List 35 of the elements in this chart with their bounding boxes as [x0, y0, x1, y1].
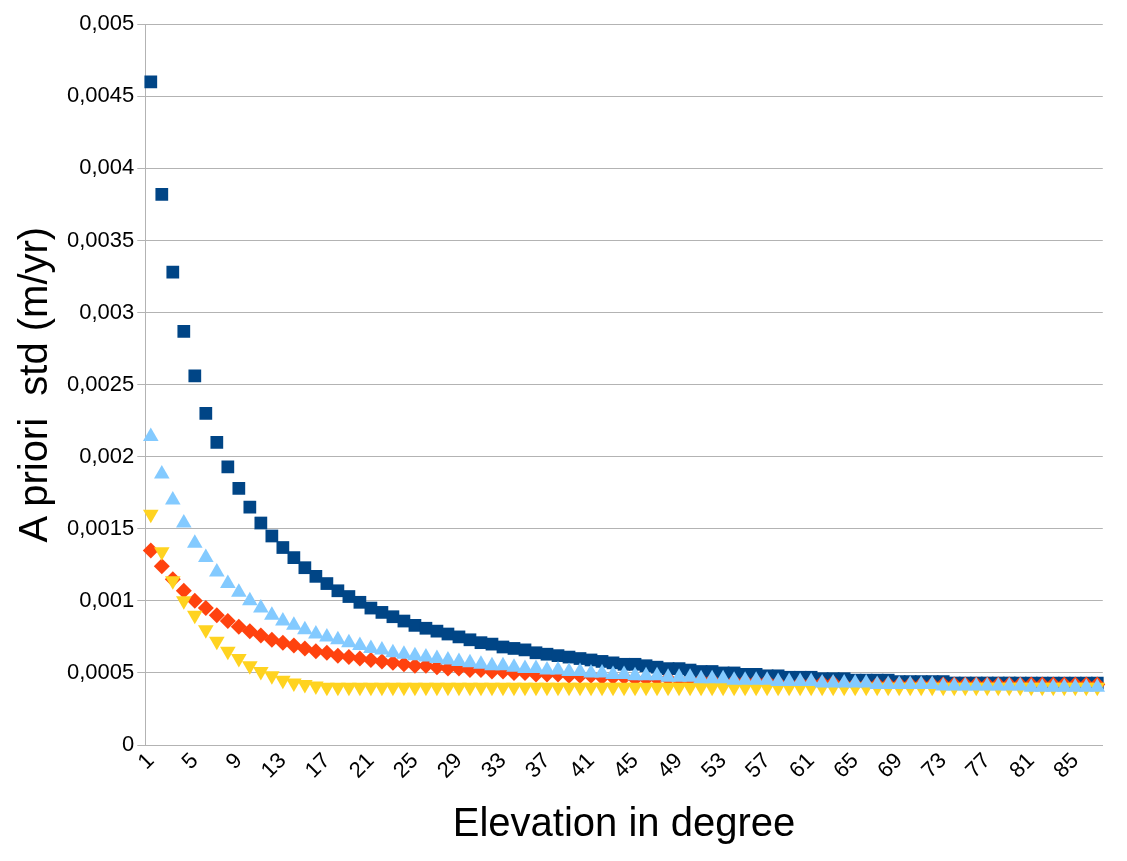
- x-tick-label: 25: [387, 747, 423, 783]
- x-tick-label: 57: [739, 747, 775, 783]
- y-tick-label: 0,001: [79, 586, 135, 612]
- y-axis-title: A priori std (m/yr): [11, 226, 56, 543]
- y-tick-label: 0,0015: [66, 514, 135, 540]
- x-axis-title: Elevation in degree: [452, 800, 796, 845]
- x-tick-label: 61: [783, 747, 819, 783]
- x-tick-label: 77: [960, 747, 996, 783]
- y-tick-label: 0,0035: [66, 226, 135, 252]
- x-tick-label: 49: [651, 747, 687, 783]
- x-tick-label: 69: [872, 747, 907, 783]
- x-tick-label: 13: [255, 747, 291, 783]
- x-tick-label: 65: [827, 747, 863, 783]
- y-tick-label: 0,0045: [66, 82, 135, 108]
- x-tick-label: 29: [431, 747, 467, 783]
- x-tick-label: 17: [299, 747, 335, 783]
- x-tick-label: 85: [1048, 747, 1084, 783]
- x-tick-label: 73: [916, 747, 952, 783]
- x-tick-label: 33: [475, 747, 511, 783]
- x-tick-label: 9: [220, 747, 247, 774]
- y-tick-label: 0,0025: [66, 370, 135, 396]
- y-tick-label: 0,002: [79, 442, 135, 468]
- x-tick-label: 1: [132, 747, 159, 774]
- x-tick-label: 5: [176, 747, 203, 774]
- x-tick-label: 81: [1004, 747, 1040, 783]
- y-tick-label: 0,004: [79, 154, 135, 180]
- x-tick-label: 53: [695, 747, 731, 783]
- y-tick-label: 0,0005: [66, 659, 135, 685]
- y-tick-label: 0,003: [79, 298, 135, 324]
- x-tick-label: 21: [343, 747, 379, 783]
- x-tick-label: 37: [519, 747, 555, 783]
- x-tick-label: 41: [563, 747, 599, 783]
- x-tick-label: 45: [607, 747, 643, 783]
- y-tick-label: 0: [122, 731, 135, 757]
- y-tick-label: 0,005: [79, 10, 135, 36]
